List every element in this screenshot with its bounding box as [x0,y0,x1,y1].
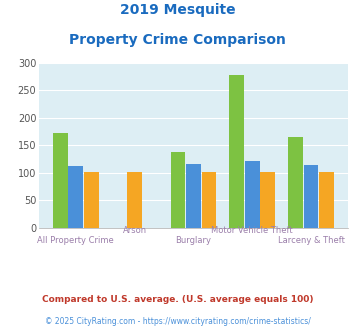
Text: Compared to U.S. average. (U.S. average equals 100): Compared to U.S. average. (U.S. average … [42,295,313,304]
Bar [171,152,185,228]
Bar [288,137,303,228]
Bar [245,161,260,228]
Text: Arson: Arson [122,226,147,235]
Text: © 2025 CityRating.com - https://www.cityrating.com/crime-statistics/: © 2025 CityRating.com - https://www.city… [45,317,310,326]
Text: Burglary: Burglary [175,236,212,245]
Bar [186,164,201,228]
Bar [261,172,275,228]
Text: Motor Vehicle Theft: Motor Vehicle Theft [212,226,293,235]
Bar [319,172,334,228]
Text: Property Crime Comparison: Property Crime Comparison [69,33,286,47]
Bar [202,172,216,228]
Bar [84,172,99,228]
Text: Larceny & Theft: Larceny & Theft [278,236,345,245]
Text: 2019 Mesquite: 2019 Mesquite [120,3,235,17]
Bar [53,133,68,228]
Bar [127,172,142,228]
Text: All Property Crime: All Property Crime [37,236,114,245]
Bar [229,75,244,228]
Bar [304,165,318,228]
Bar [69,166,83,228]
